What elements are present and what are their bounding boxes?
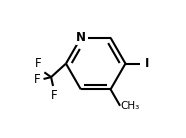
Text: F: F: [34, 73, 40, 86]
Text: N: N: [76, 31, 86, 44]
Text: I: I: [145, 57, 149, 70]
Text: F: F: [35, 57, 42, 70]
Text: CH₃: CH₃: [121, 101, 140, 111]
Text: F: F: [50, 89, 57, 102]
